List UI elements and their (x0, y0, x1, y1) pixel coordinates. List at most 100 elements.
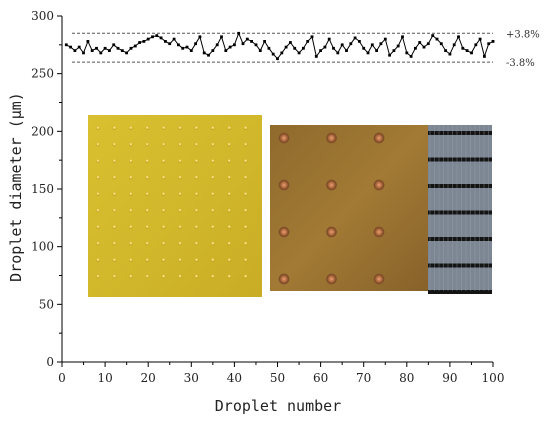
data-point (435, 37, 439, 41)
inset-droplet-dot (161, 142, 166, 147)
inset-droplet-dot (145, 126, 149, 130)
inset-droplet-dot (211, 225, 215, 229)
inset-droplet-dot (243, 258, 248, 262)
inset-droplet-dot (211, 175, 215, 180)
data-point (233, 43, 236, 47)
data-point (383, 37, 387, 41)
inset-droplet-dot (161, 175, 166, 180)
data-point (302, 46, 305, 50)
inset-droplet-dot (112, 192, 117, 196)
data-point (263, 40, 266, 43)
data-point (448, 52, 452, 56)
inset-droplet-dot (145, 192, 149, 196)
inset-stripe (428, 263, 492, 268)
data-point (306, 40, 310, 43)
inset-droplet-dot (96, 159, 100, 163)
inset-droplet-dot (112, 258, 117, 262)
inset-droplet-dot (243, 142, 248, 147)
data-point (258, 49, 262, 52)
data-point (431, 34, 435, 37)
inset-droplet-dot (243, 192, 248, 196)
inset-droplet-dot (227, 175, 231, 180)
data-point (401, 35, 404, 39)
data-point (103, 46, 107, 50)
inset-droplet-dot (194, 159, 199, 163)
inset-droplet-dot (129, 126, 133, 130)
data-point (129, 46, 133, 50)
inset-droplet-dot (145, 175, 149, 180)
inset-droplet-dot (243, 225, 248, 229)
data-point (358, 40, 361, 43)
inset-droplet-dot (145, 241, 149, 246)
inset-droplet-dot (227, 225, 231, 229)
inset-droplet-dot (227, 142, 231, 147)
inset-droplet-dot (194, 142, 199, 147)
reference-line-label: -3.8% (506, 58, 535, 69)
inset-droplet-dot (227, 274, 231, 279)
inset-droplet-dot (161, 241, 166, 246)
data-point (336, 51, 340, 55)
data-point (418, 41, 422, 44)
data-point (396, 44, 400, 48)
data-point (461, 46, 465, 50)
x-axis-title: Droplet number (215, 397, 341, 415)
data-point (177, 43, 180, 47)
data-point (189, 49, 193, 52)
data-point (168, 42, 172, 46)
data-point (439, 42, 443, 46)
data-point (353, 36, 357, 40)
data-point (151, 35, 154, 39)
data-point (112, 43, 116, 47)
inset-droplet-dot (227, 159, 231, 163)
inset-droplet-dot (161, 225, 166, 229)
data-point (125, 51, 128, 55)
x-tick-label: 90 (442, 371, 457, 385)
data-point (327, 37, 331, 41)
data-point (164, 40, 167, 43)
data-point (172, 37, 176, 41)
data-point (133, 44, 137, 48)
inset-droplet-dot (373, 179, 385, 191)
data-point (289, 41, 292, 44)
data-point (99, 51, 103, 55)
data-point (86, 40, 90, 43)
inset-droplet-dot (278, 273, 290, 285)
data-point (82, 51, 85, 55)
inset-droplet-dot (194, 225, 199, 229)
data-point (155, 34, 159, 37)
inset-droplet-dot (96, 258, 100, 262)
inset-droplet-dot (129, 192, 133, 196)
data-point (332, 46, 335, 50)
inset-droplet-dot (145, 225, 149, 229)
inset-droplet-dot (326, 132, 337, 144)
y-tick-label: 300 (31, 9, 54, 23)
data-point (465, 49, 469, 52)
inset-droplet-dot (112, 208, 117, 213)
data-point (349, 42, 353, 46)
inset-droplet-dot (211, 208, 215, 213)
data-point (142, 40, 146, 43)
inset-droplet-dot (194, 192, 199, 196)
x-tick-label: 10 (97, 371, 112, 385)
data-point (414, 46, 417, 50)
inset-photo-striped (428, 125, 492, 294)
inset-droplet-dot (112, 274, 117, 279)
inset-droplet-dot (178, 159, 182, 163)
x-tick-label: 50 (270, 371, 285, 385)
y-tick-label: 50 (39, 297, 54, 311)
inset-droplet-dot (178, 126, 182, 130)
inset-droplet-dot (211, 126, 215, 130)
data-point (280, 51, 284, 55)
data-point (310, 35, 314, 39)
data-point (340, 43, 344, 47)
data-point (362, 46, 366, 50)
data-point (293, 46, 297, 50)
data-point (146, 37, 150, 41)
inset-droplet-dot (161, 126, 166, 130)
inset-droplet-dot (178, 142, 182, 147)
x-tick-label: 20 (141, 371, 156, 385)
inset-droplet-dot (96, 175, 100, 180)
data-point (250, 40, 253, 43)
data-point (245, 37, 249, 41)
